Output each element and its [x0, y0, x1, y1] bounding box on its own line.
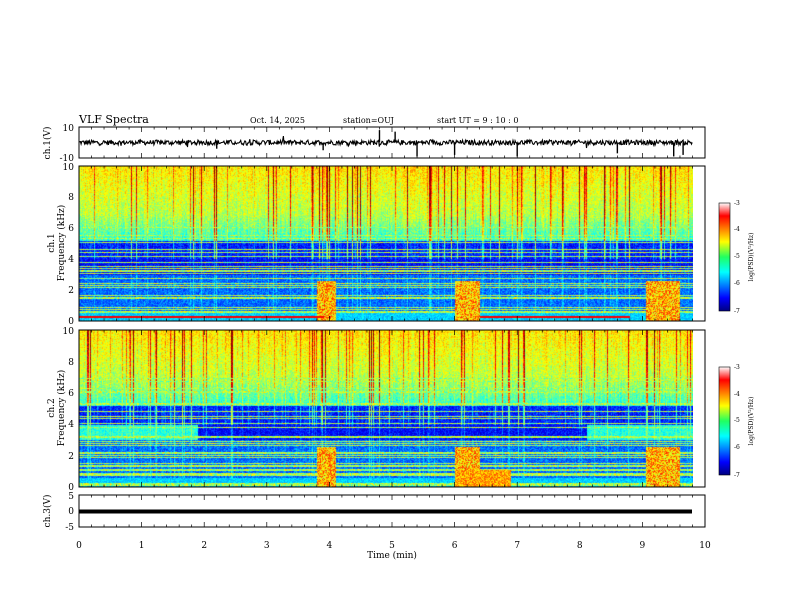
xtick-1: 1 [139, 541, 145, 551]
ch2-ytick-4: 4 [68, 420, 74, 430]
ch1-cbar-tick-4: -4 [734, 226, 740, 233]
xtick-6: 6 [452, 541, 458, 551]
ch1-ytick-8: 8 [68, 193, 74, 203]
axis-ticks [78, 127, 706, 527]
ch2-cbar-tick-5: -5 [734, 417, 740, 424]
ch3-ytick-mid: 0 [68, 507, 74, 517]
xtick-8: 8 [577, 541, 583, 551]
xtick-9: 9 [640, 541, 646, 551]
date-label: Oct. 14, 2025 [250, 116, 305, 125]
xtick-7: 7 [514, 541, 520, 551]
ch3-ylabel: ch.3(V) [42, 495, 53, 528]
ch1-spectrogram-image [79, 166, 693, 321]
ch1-freq-ticks: 0 2 4 6 8 10 [63, 163, 75, 327]
xtick-0: 0 [76, 541, 82, 551]
figure-title: VLF Spectra [78, 113, 149, 126]
ch1-spectrogram-panel: 0 2 4 6 8 10 ch.1 Frequency (kHz) -3 -4 … [47, 163, 755, 327]
ch2-colorbar [718, 366, 731, 476]
ch1-cbar-tick-3: -3 [734, 200, 740, 207]
ch2-cbar-tick-3: -3 [734, 364, 740, 371]
ch1-ytick-10: 10 [63, 163, 75, 173]
x-axis-label: Time (min) [367, 550, 417, 561]
ch2-colorbar-label: log(PSD)(V²/Hz) [748, 397, 755, 446]
ch2-ytick-8: 8 [68, 358, 74, 368]
x-axis: 0 1 2 3 4 5 6 7 8 9 10 Time (min) [76, 541, 711, 561]
ch1-ytick-4: 4 [68, 255, 74, 265]
ch2-cbar-tick-4: -4 [734, 391, 740, 398]
ch1-ylabel: ch.1(V) [42, 127, 53, 160]
ch3-ytick-top: 5 [68, 492, 74, 502]
ch2-spectrogram-panel: 0 2 4 6 8 10 ch.2 Frequency (kHz) -3 -4 … [47, 327, 755, 493]
ch2-ylabel-line2: Frequency (kHz) [56, 370, 67, 447]
ch2-ytick-2: 2 [68, 452, 74, 462]
xtick-2: 2 [201, 541, 207, 551]
ch1-ytick-bottom: -10 [60, 154, 75, 164]
ch1-ylabel-line2: Frequency (kHz) [56, 205, 67, 282]
ch2-ylabel-line1: ch.2 [47, 398, 57, 417]
ch1-cbar-tick-5: -5 [734, 253, 740, 260]
ch1-waveform-trace [78, 136, 693, 149]
ch1-colorbar [718, 202, 731, 312]
ch3-ytick-bottom: -5 [65, 523, 74, 533]
station-label: station=OUJ [343, 116, 394, 125]
ch1-colorbar-label: log(PSD)(V²/Hz) [748, 233, 755, 282]
xtick-4: 4 [327, 541, 333, 551]
ch1-ylabel-line1: ch.1 [47, 233, 57, 252]
ch1-cbar-tick-7: -7 [734, 308, 740, 315]
ch1-waveform-panel: 10 -10 ch.1(V) [42, 124, 706, 164]
ch1-ytick-0: 0 [68, 317, 74, 327]
start-time-label: start UT = 9 : 10 : 0 [437, 116, 518, 125]
ch2-ytick-6: 6 [68, 389, 74, 399]
ch2-ytick-10: 10 [63, 327, 75, 337]
ch2-ytick-0: 0 [68, 483, 74, 493]
ch1-ytick-2: 2 [68, 286, 74, 296]
ch2-cbar-tick-7: -7 [734, 472, 740, 479]
ch1-cbar-tick-6: -6 [734, 280, 740, 287]
xtick-10: 10 [699, 541, 711, 551]
ch1-ytick-top: 10 [63, 124, 75, 134]
xtick-5: 5 [389, 541, 395, 551]
ch2-cbar-tick-6: -6 [734, 444, 740, 451]
ch2-spectrogram-image [79, 330, 693, 487]
xtick-3: 3 [264, 541, 270, 551]
ch3-waveform-panel: 5 0 -5 ch.3(V) [42, 492, 706, 533]
ch1-ytick-6: 6 [68, 224, 74, 234]
